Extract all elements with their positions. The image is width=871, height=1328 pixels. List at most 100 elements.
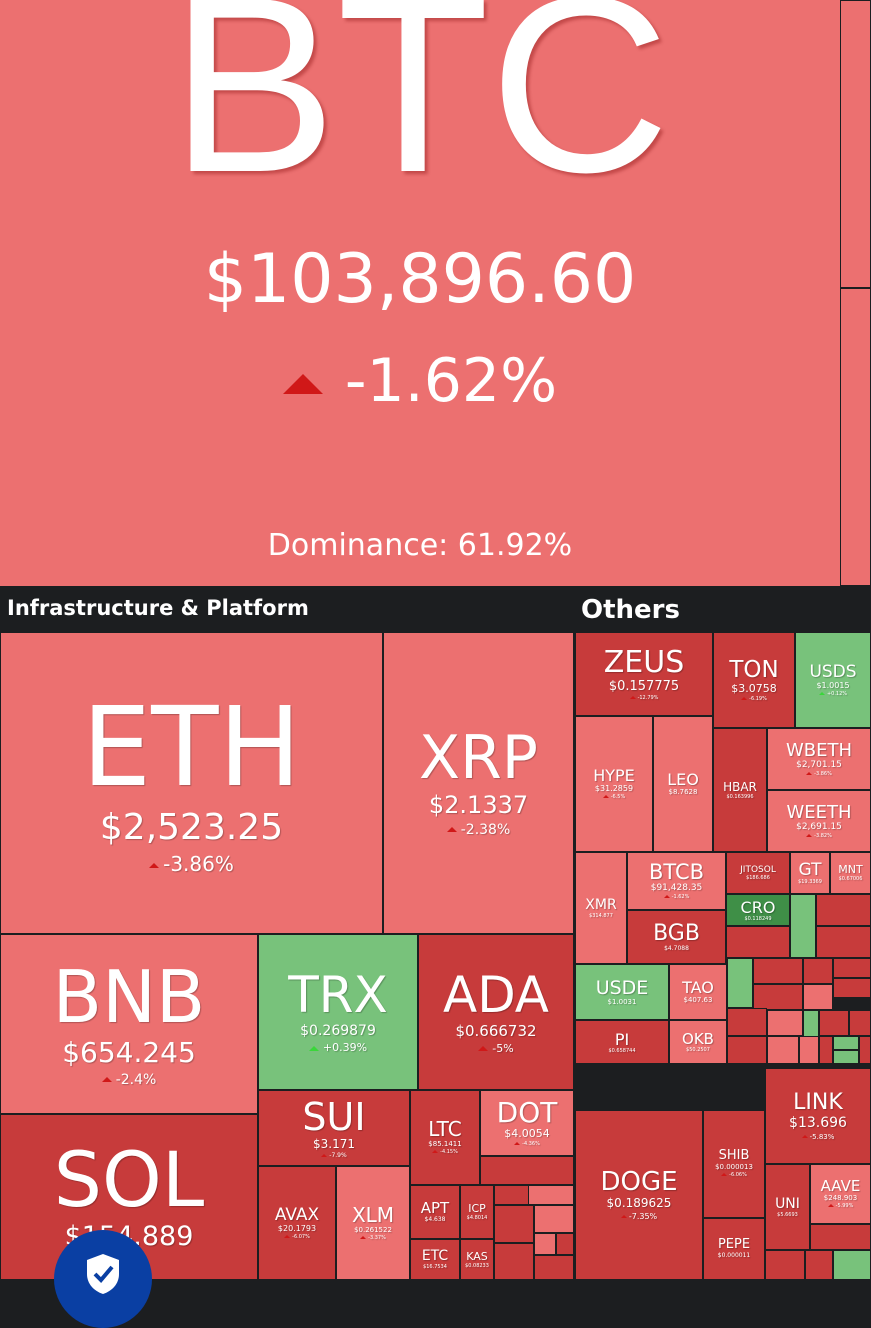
tile-minor[interactable] <box>534 1233 556 1255</box>
tile-trx-change-value: +0.39% <box>322 1041 368 1054</box>
verified-shield-badge[interactable] <box>54 1230 152 1328</box>
tile-minor[interactable] <box>534 1255 574 1280</box>
tile-minor[interactable] <box>805 1250 833 1280</box>
tile-minor[interactable] <box>726 926 790 958</box>
tile-hbar[interactable]: HBAR $0.163996 <box>713 728 767 852</box>
tile-minor[interactable] <box>819 1010 849 1036</box>
shield-check-icon <box>87 1254 119 1294</box>
tile-minor[interactable] <box>753 984 803 1010</box>
tile-hype[interactable]: HYPE $31.2859 -6.5% <box>575 716 653 852</box>
tile-okb[interactable]: OKB $50.2507 <box>669 1020 727 1064</box>
tile-trx[interactable]: TRX $0.269879 +0.39% <box>258 934 418 1090</box>
tile-tao-symbol: TAO <box>682 978 714 997</box>
tile-minor[interactable] <box>727 1036 767 1064</box>
tile-xrp[interactable]: XRP $2.1337 -2.38% <box>383 632 574 934</box>
tile-minor[interactable] <box>833 1050 859 1064</box>
tile-pi-symbol: PI <box>614 1029 630 1049</box>
tile-btc[interactable]: BTC $103,896.60 -1.62% Dominance: 61.92% <box>0 0 840 586</box>
tile-minor[interactable] <box>859 1036 871 1064</box>
tile-eth[interactable]: ETH $2,523.25 -3.86% <box>0 632 383 934</box>
tile-minor[interactable] <box>556 1233 574 1255</box>
tile-xmr[interactable]: XMR $314.877 <box>575 852 627 964</box>
tile-minor[interactable] <box>767 1036 799 1064</box>
tile-minor[interactable] <box>727 958 753 1008</box>
tile-minor[interactable] <box>833 1250 871 1280</box>
tile-mnt[interactable]: MNT $0.67006 <box>830 852 871 894</box>
tile-minor[interactable] <box>480 1156 574 1185</box>
tile-gt[interactable]: GT $19.3369 <box>790 852 830 894</box>
tile-kas-price: $0.08233 <box>465 1262 489 1269</box>
tile-minor[interactable] <box>803 1010 819 1038</box>
tile-btcb[interactable]: BTCB $91,428.35 -1.62% <box>627 852 726 910</box>
tile-link[interactable]: LINK $13.696 -5.83% <box>765 1068 871 1164</box>
tile-usde[interactable]: USDE $1.0031 <box>575 964 669 1020</box>
tile-minor[interactable] <box>816 926 871 958</box>
tile-minor[interactable] <box>810 1224 871 1250</box>
tile-bgb[interactable]: BGB $4.7088 <box>627 910 726 964</box>
tile-uni-symbol: UNI <box>775 1195 800 1212</box>
tile-ton[interactable]: TON $3.0758 -6.19% <box>713 632 795 728</box>
tile-eth-change: -3.86% <box>149 850 234 878</box>
tile-minor[interactable] <box>819 1036 833 1064</box>
tile-doge-symbol: DOGE <box>600 1166 678 1197</box>
tile-minor[interactable] <box>803 958 833 984</box>
tile-minor[interactable] <box>833 1036 859 1050</box>
tile-minor[interactable] <box>799 1036 819 1064</box>
tile-ada-change: -5% <box>478 1041 514 1056</box>
down-arrow-icon <box>446 827 457 832</box>
tile-leo[interactable]: LEO $8.7628 <box>653 716 713 852</box>
tile-ltc-change-value: -4.15% <box>440 1149 458 1155</box>
tile-jitosol[interactable]: JITOSOL $186.686 <box>726 852 790 894</box>
tile-etc[interactable]: ETC $16.7534 <box>410 1239 460 1280</box>
tile-zeus[interactable]: ZEUS $0.157775 -12.79% <box>575 632 713 716</box>
tile-aave-change-value: -5.99% <box>835 1203 854 1209</box>
tile-minor[interactable] <box>534 1205 574 1233</box>
tile-zeus-symbol: ZEUS <box>603 644 685 680</box>
tile-xrp-change-value: -2.38% <box>460 821 511 838</box>
tile-usds[interactable]: USDS $1.0015 +0.12% <box>795 632 871 728</box>
tile-avax[interactable]: AVAX $20.1793 -6.07% <box>258 1166 336 1280</box>
tile-apt[interactable]: APT $4.638 <box>410 1185 460 1239</box>
tile-minor[interactable] <box>727 1008 767 1036</box>
tile-minor[interactable] <box>833 958 871 978</box>
tile-btc-change: -1.62% <box>0 346 840 416</box>
tile-cro[interactable]: CRO $0.118249 <box>726 894 790 926</box>
tile-small-top-right-a[interactable] <box>840 0 871 288</box>
tile-link-symbol: LINK <box>793 1089 843 1115</box>
tile-minor[interactable] <box>753 958 803 984</box>
tile-ada[interactable]: ADA $0.666732 -5% <box>418 934 574 1090</box>
tile-dot[interactable]: DOT $4.0054 -4.36% <box>480 1090 574 1156</box>
tile-minor[interactable] <box>816 894 871 926</box>
tile-tao[interactable]: TAO $407.63 <box>669 964 727 1020</box>
tile-icp[interactable]: ICP $4.8014 <box>460 1185 494 1239</box>
tile-aave-change: -5.99% <box>827 1203 854 1210</box>
tile-pepe[interactable]: PEPE $0.000011 <box>703 1218 765 1280</box>
tile-uni[interactable]: UNI $5.6693 <box>765 1164 810 1250</box>
tile-wbeth[interactable]: WBETH $2,701.15 -3.86% <box>767 728 871 790</box>
tile-xlm[interactable]: XLM $0.261522 -3.37% <box>336 1166 410 1280</box>
tile-minor[interactable] <box>494 1205 534 1243</box>
tile-minor[interactable] <box>528 1185 574 1205</box>
tile-bnb[interactable]: BNB $654.245 -2.4% <box>0 934 258 1114</box>
tile-small-top-right-b[interactable] <box>840 288 871 586</box>
tile-minor[interactable] <box>803 984 833 1010</box>
tile-minor[interactable] <box>494 1243 534 1280</box>
tile-doge[interactable]: DOGE $0.189625 -7.35% <box>575 1110 703 1280</box>
tile-trx-price: $0.269879 <box>300 1023 376 1039</box>
tile-weeth[interactable]: WEETH $2,691.15 -3.82% <box>767 790 871 852</box>
tile-minor[interactable] <box>833 978 871 998</box>
tile-minor[interactable] <box>790 894 816 958</box>
tile-minor[interactable] <box>849 1010 871 1036</box>
tile-pi[interactable]: PI $0.658744 <box>575 1020 669 1064</box>
tile-minor[interactable] <box>767 1010 803 1036</box>
tile-aave[interactable]: AAVE $248.903 -5.99% <box>810 1164 871 1224</box>
tile-usde-symbol: USDE <box>595 976 649 999</box>
tile-etc-price: $16.7534 <box>423 1264 447 1270</box>
tile-kas[interactable]: KAS $0.08233 <box>460 1239 494 1280</box>
tile-minor[interactable] <box>765 1250 805 1280</box>
tile-bgb-price: $4.7088 <box>664 944 689 952</box>
tile-ltc[interactable]: LTC $85.1411 -4.15% <box>410 1090 480 1185</box>
section-header-infra: Infrastructure & Platform <box>0 588 575 628</box>
tile-sui[interactable]: SUI $3.171 -7.9% <box>258 1090 410 1166</box>
tile-shib[interactable]: SHIB $0.000013 -6.06% <box>703 1110 765 1218</box>
